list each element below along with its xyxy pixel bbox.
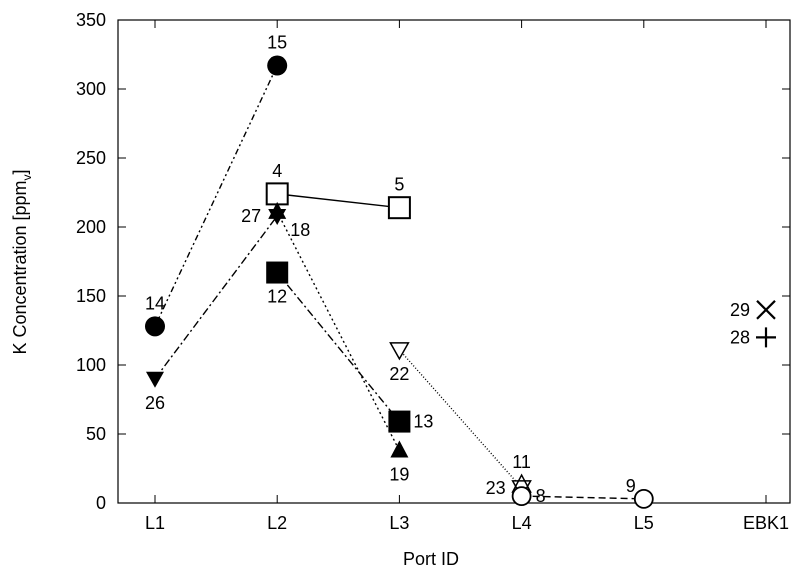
data-point (389, 342, 410, 361)
data-point (756, 300, 776, 320)
y-tick-label: 150 (76, 286, 106, 306)
series-line (277, 193, 400, 209)
data-point (390, 440, 409, 458)
point-label: 19 (389, 465, 409, 485)
point-label: 27 (241, 206, 261, 226)
y-axis-label-main: K Concentration [ppm (10, 180, 30, 354)
x-tick-label: L2 (267, 513, 287, 533)
data-point (633, 488, 654, 509)
y-tick-label: 50 (86, 424, 106, 444)
point-label: 13 (413, 412, 433, 432)
y-tick-label: 100 (76, 355, 106, 375)
point-label: 14 (145, 293, 165, 313)
y-tick-label: 350 (76, 10, 106, 30)
y-axis: 0 50 100 150 200 250 300 350 (76, 10, 790, 513)
data-point (388, 410, 411, 433)
series-line (154, 215, 278, 380)
series-line (276, 272, 400, 423)
data-point (146, 371, 164, 388)
series-line (521, 495, 644, 500)
data-point (511, 486, 532, 507)
data-point (268, 201, 287, 219)
series-markers (145, 55, 776, 509)
x-tick-label: L1 (145, 513, 165, 533)
plot-frame (117, 19, 791, 504)
y-axis-label: K Concentration [ppmv] (10, 169, 34, 354)
point-label: 9 (626, 476, 636, 496)
series-line (154, 65, 278, 327)
point-labels: 14 15 4 5 26 27 18 19 12 13 22 23 118 9 29 28 (145, 33, 750, 507)
y-tick-label: 0 (96, 493, 106, 513)
point-label: 22 (389, 364, 409, 384)
point-label: 5 (394, 175, 404, 195)
x-tick-label: L5 (634, 513, 654, 533)
x-axis-label: Port ID (403, 549, 459, 569)
y-axis-label-subscript: v (20, 174, 34, 180)
y-tick-label: 200 (76, 217, 106, 237)
series-line (276, 211, 401, 451)
point-label: 8 (536, 486, 546, 506)
point-label: 23 (486, 478, 506, 498)
y-axis-label-close: ] (10, 169, 30, 174)
y-tick-label: 250 (76, 148, 106, 168)
series-lines (154, 65, 644, 500)
point-label: 18 (290, 220, 310, 240)
series-line (398, 349, 523, 489)
point-label: 11 (512, 452, 531, 472)
x-tick-label: L4 (512, 513, 532, 533)
data-point (756, 327, 776, 348)
data-point (267, 55, 288, 76)
point-label: 4 (272, 161, 282, 181)
x-tick-label: EBK1 (743, 513, 789, 533)
x-axis: L1 L2 L3 L4 L5 EBK1 (145, 20, 789, 533)
y-tick-label: 300 (76, 79, 106, 99)
data-point (145, 316, 165, 337)
data-point (266, 261, 289, 284)
point-label: 28 (730, 327, 750, 347)
point-label: 26 (145, 393, 165, 413)
data-point (265, 182, 289, 206)
point-label: 12 (267, 287, 287, 307)
x-tick-label: L3 (389, 513, 409, 533)
data-point (387, 196, 411, 220)
point-label: 15 (267, 33, 287, 53)
point-label: 29 (730, 300, 750, 320)
